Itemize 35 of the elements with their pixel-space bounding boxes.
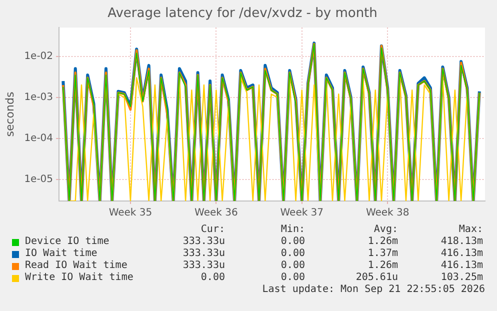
text: 1.26m (366, 260, 398, 272)
text: 333.33u (182, 248, 225, 260)
text: 0.00 (280, 248, 305, 260)
text: 333.33u (182, 260, 225, 272)
x-tick-label: Week 37 (280, 208, 324, 219)
text: Min: (280, 224, 305, 236)
legend-label: Write IO Wait time (25, 272, 134, 284)
text: 1.26m (366, 236, 398, 248)
text: Cur: (200, 224, 225, 236)
legend-label: IO Wait time (25, 248, 98, 260)
y-tick-label: 1e-05 (24, 174, 54, 186)
text: Avg: (372, 224, 398, 236)
text: 418.13m (440, 236, 483, 248)
text: 416.13m (440, 260, 483, 272)
y-tick-label: 1e-04 (24, 133, 54, 144)
text: 0.00 (280, 272, 305, 284)
y-axis-title: seconds (3, 92, 16, 137)
text: 103.25m (440, 272, 483, 284)
text: 0.00 (280, 236, 305, 248)
x-tick-label: Week 38 (366, 208, 410, 219)
legend-label: Read IO Wait time (25, 260, 128, 272)
text: 0.00 (200, 272, 225, 284)
text: Last update: Mon Sep 21 22:55:05 2026 (261, 284, 485, 296)
y-tick-label: 1e-02 (24, 50, 54, 62)
chart-title: Average latency for /dev/xvdz - by month (108, 6, 378, 22)
text: 205.61u (354, 272, 398, 284)
text: Max: (458, 224, 483, 236)
text: 1.37m (366, 248, 398, 260)
text: 416.13m (440, 248, 483, 260)
x-tick-label: Week 35 (108, 208, 152, 219)
x-tick-label: Week 36 (194, 208, 238, 219)
legend-label: Device IO time (25, 236, 110, 248)
text: 333.33u (182, 236, 225, 248)
text: 0.00 (280, 260, 305, 272)
y-tick-label: 1e-03 (24, 92, 54, 103)
